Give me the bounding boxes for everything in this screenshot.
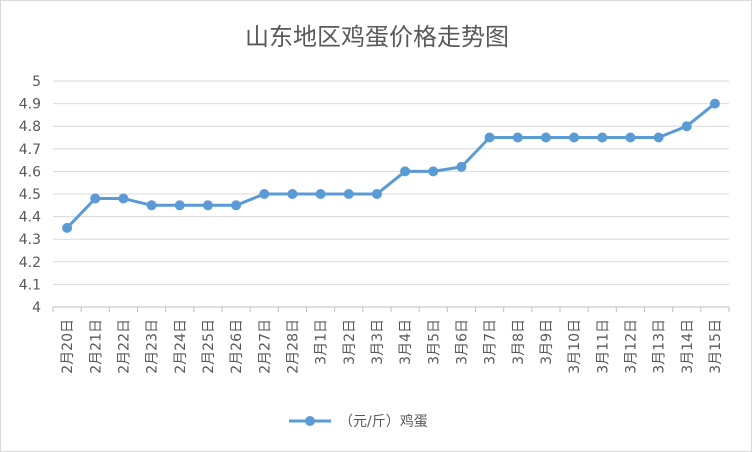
x-tick-label: 2月23日 xyxy=(145,319,161,374)
y-tick-label: 4 xyxy=(32,300,41,316)
x-tick-label: 3月12日 xyxy=(623,319,639,374)
x-tick-label: 3月15日 xyxy=(708,319,724,374)
x-tick-label: 2月21日 xyxy=(88,319,104,374)
x-tick-label: 2月20日 xyxy=(60,319,76,374)
x-tick-label: 2月22日 xyxy=(116,319,132,374)
x-tick-label: 3月13日 xyxy=(652,319,668,374)
chart-title: 山东地区鸡蛋价格走势图 xyxy=(245,23,509,51)
data-point xyxy=(653,132,664,143)
data-point xyxy=(428,166,439,177)
x-tick-label: 3月9日 xyxy=(539,319,555,365)
axes xyxy=(52,306,730,312)
data-point xyxy=(202,200,213,211)
y-tick-label: 4.8 xyxy=(19,119,41,135)
data-point xyxy=(343,189,354,199)
data-point xyxy=(259,189,270,199)
y-tick-label: 5 xyxy=(32,74,41,90)
x-tick-label: 2月28日 xyxy=(285,319,301,374)
x-tick-label: 3月5日 xyxy=(426,319,442,365)
y-tick-label: 4.2 xyxy=(19,255,41,271)
y-tick-label: 4.1 xyxy=(19,277,41,293)
x-tick-label: 3月6日 xyxy=(454,319,470,365)
data-point xyxy=(231,200,242,211)
data-point xyxy=(540,132,551,143)
data-point xyxy=(709,98,720,109)
y-tick-label: 4.3 xyxy=(19,232,41,248)
data-point xyxy=(62,222,73,233)
x-tick-label: 3月1日 xyxy=(314,319,330,365)
series-layer xyxy=(62,98,720,233)
x-tick-label: 3月14日 xyxy=(680,319,696,374)
data-point xyxy=(681,121,692,132)
y-axis-ticks: 4 4.1 4.2 4.3 4.4 4.5 4.6 4.7 4.8 4.9 5 xyxy=(19,74,41,316)
x-tick-label: 2月27日 xyxy=(257,319,273,374)
data-point xyxy=(315,189,326,199)
x-axis-ticks: 2月20日 2月21日 2月22日 2月23日 2月24日 2月25日 2月26日 2月27日… xyxy=(60,319,724,374)
data-point xyxy=(456,161,467,172)
data-point xyxy=(625,132,636,143)
data-point xyxy=(400,166,411,177)
data-point xyxy=(174,200,185,211)
y-tick-label: 4.9 xyxy=(19,97,41,113)
x-tick-label: 2月25日 xyxy=(201,319,217,374)
x-tick-label: 2月26日 xyxy=(229,319,245,374)
y-tick-label: 4.4 xyxy=(19,210,41,226)
x-tick-label: 2月24日 xyxy=(173,319,189,374)
y-tick-label: 4.7 xyxy=(19,142,41,158)
data-point xyxy=(118,193,129,204)
x-tick-label: 3月11日 xyxy=(595,319,611,374)
data-point xyxy=(569,132,580,143)
data-point xyxy=(597,132,608,143)
y-tick-label: 4.5 xyxy=(19,187,41,203)
x-tick-label: 3月8日 xyxy=(511,319,527,365)
legend-point-marker xyxy=(305,416,315,426)
gridlines xyxy=(53,80,729,285)
data-point xyxy=(146,200,157,211)
y-tick-label: 4.6 xyxy=(19,164,41,180)
series-line xyxy=(65,102,716,229)
x-tick-label: 3月4日 xyxy=(398,319,414,365)
legend-label: （元/斤）鸡蛋 xyxy=(339,413,428,430)
data-point xyxy=(484,132,495,143)
x-tick-label: 3月10日 xyxy=(567,319,583,374)
data-point xyxy=(287,189,298,199)
x-tick-label: 3月2日 xyxy=(342,319,358,365)
data-point xyxy=(512,132,523,143)
legend: （元/斤）鸡蛋 xyxy=(289,413,428,430)
data-point xyxy=(371,189,382,199)
data-point xyxy=(90,193,101,204)
x-tick-label: 3月7日 xyxy=(483,319,499,365)
x-tick-label: 3月3日 xyxy=(370,319,386,365)
